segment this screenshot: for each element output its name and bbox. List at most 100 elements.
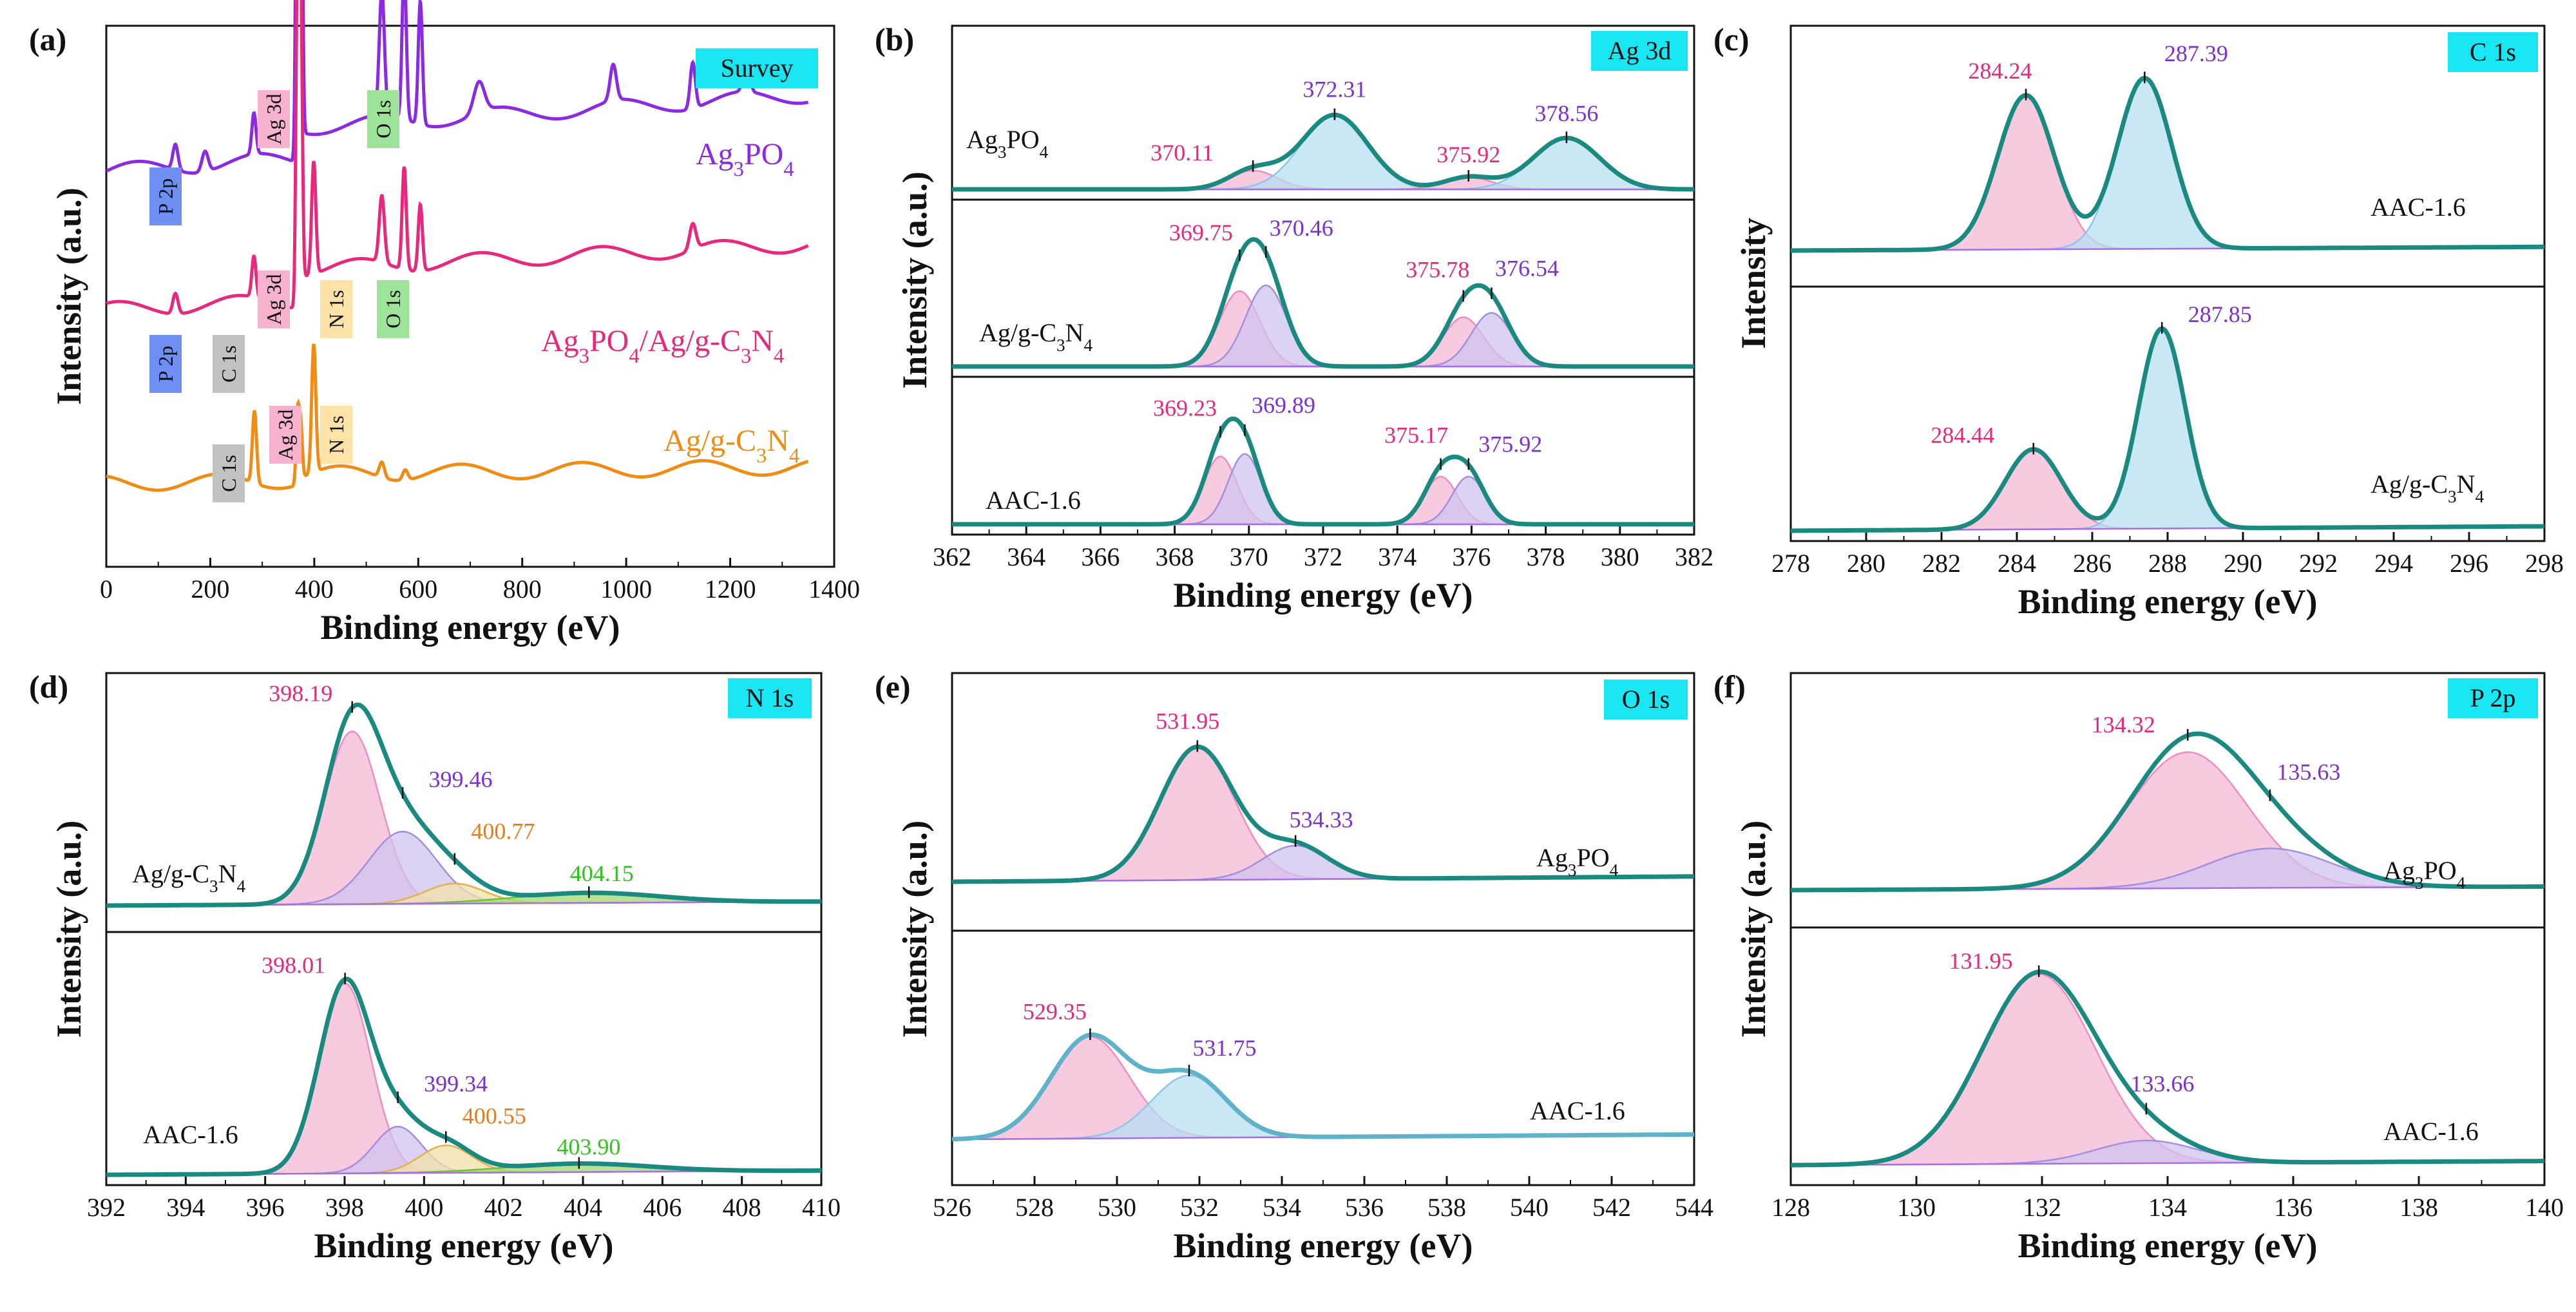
y-axis-title: Intensity bbox=[1734, 218, 1773, 349]
sample-label: Ag/g-C3N4 bbox=[2371, 470, 2484, 506]
x-tick-label: 294 bbox=[2374, 549, 2413, 578]
sample-label-part: 3 bbox=[998, 142, 1007, 162]
component-area bbox=[952, 312, 1694, 366]
sample-label-part: AAC-1.6 bbox=[1530, 1096, 1625, 1125]
series-label-part: N bbox=[767, 424, 789, 458]
peak-label: 375.78 bbox=[1406, 256, 1469, 282]
peak-label: 400.55 bbox=[463, 1103, 526, 1128]
peak-tag-box bbox=[149, 335, 182, 393]
panel-label: (f) bbox=[1713, 669, 1746, 705]
sample-label-part: 4 bbox=[2457, 873, 2466, 893]
component-area bbox=[1791, 752, 2544, 890]
component-area bbox=[1791, 78, 2544, 251]
x-tick-label: 138 bbox=[2399, 1193, 2438, 1222]
x-tick-label: 280 bbox=[1847, 549, 1885, 578]
x-tick-label: 542 bbox=[1592, 1193, 1631, 1222]
x-tick-label: 364 bbox=[1007, 542, 1045, 571]
component-area bbox=[952, 1075, 1694, 1139]
series-label-part: 4 bbox=[774, 345, 784, 368]
panel-label: (d) bbox=[29, 669, 68, 705]
y-axis-title: Intensity (a.u.) bbox=[895, 171, 934, 389]
element-tag: Ag 3d bbox=[1608, 36, 1672, 65]
series-label: Ag3PO4 bbox=[696, 137, 794, 181]
y-axis-title: Intensity (a.u.) bbox=[1734, 821, 1773, 1038]
x-tick-label: 404 bbox=[564, 1193, 602, 1222]
x-tick-label: 200 bbox=[191, 575, 229, 604]
panel-label: (a) bbox=[29, 21, 66, 57]
sample-label-part: AAC-1.6 bbox=[143, 1120, 238, 1149]
series-label: Ag/g-C3N4 bbox=[663, 424, 799, 468]
sample-label: AAC-1.6 bbox=[2383, 1117, 2479, 1146]
x-tick-label: 368 bbox=[1156, 542, 1194, 571]
y-axis-title: Intensity (a.u.) bbox=[895, 821, 934, 1038]
peak-tag-box bbox=[149, 167, 182, 225]
survey-line bbox=[106, 343, 809, 492]
sample-label-part: Ag bbox=[1536, 843, 1568, 872]
sample-label-part: 4 bbox=[236, 877, 245, 896]
fit-envelope bbox=[1790, 326, 2545, 533]
series-label-part: N bbox=[751, 324, 774, 358]
x-tick-label: 1000 bbox=[600, 575, 652, 604]
element-tag-box bbox=[1591, 31, 1688, 71]
x-tick-label: 278 bbox=[1771, 549, 1810, 578]
x-tick-label: 292 bbox=[2299, 549, 2338, 578]
sample-label-part: 3 bbox=[2448, 487, 2457, 506]
peak-label: 378.56 bbox=[1534, 100, 1598, 126]
peak-label: 529.35 bbox=[1023, 999, 1087, 1025]
peak-tag: O 1s bbox=[381, 290, 405, 328]
component-area bbox=[1791, 848, 2544, 890]
sample-label-part: 3 bbox=[2415, 873, 2424, 893]
fit-envelope bbox=[1790, 969, 2545, 1168]
panel-label: (c) bbox=[1713, 21, 1750, 57]
peak-label: 284.44 bbox=[1931, 423, 1994, 448]
panel-b: 362 364 366 368 370 372 374 376 378 380 382 Binding… bbox=[875, 21, 1713, 614]
series-label-part: 3 bbox=[756, 444, 767, 468]
series-label-part: Ag/g-C bbox=[663, 424, 756, 458]
series-label: Ag3PO4/Ag/g-C3N4 bbox=[541, 324, 784, 368]
peak-label: 369.75 bbox=[1169, 220, 1233, 245]
panel-label: (e) bbox=[875, 669, 911, 705]
x-tick-label: 530 bbox=[1098, 1193, 1136, 1222]
x-tick-label: 136 bbox=[2274, 1193, 2313, 1222]
peak-label: 534.33 bbox=[1290, 807, 1353, 833]
x-tick-label: 296 bbox=[2450, 549, 2488, 578]
peak-tag: P 2p bbox=[154, 178, 177, 215]
peak-label: 369.23 bbox=[1153, 395, 1217, 421]
peak-label: 376.54 bbox=[1495, 255, 1559, 281]
sample-label-part: PO bbox=[1006, 125, 1039, 154]
series-label-part: 4 bbox=[789, 444, 799, 468]
x-tick-label: 366 bbox=[1081, 542, 1120, 571]
component-area bbox=[1791, 974, 2544, 1165]
x-tick-label: 408 bbox=[723, 1193, 761, 1222]
peak-label: 135.63 bbox=[2276, 759, 2340, 785]
peak-tag: Ag 3d bbox=[274, 409, 297, 460]
x-tick-label: 380 bbox=[1601, 542, 1639, 571]
peak-label: 531.75 bbox=[1193, 1035, 1257, 1061]
element-tag-box bbox=[2448, 32, 2538, 72]
series-label-part: 4 bbox=[629, 345, 639, 368]
sample-label-part: 4 bbox=[1610, 860, 1619, 880]
peak-tag: C 1s bbox=[217, 345, 240, 383]
peak-tag-box bbox=[213, 335, 245, 393]
component-area bbox=[106, 883, 821, 906]
peak-tag-box bbox=[367, 90, 399, 148]
component-area bbox=[1791, 328, 2544, 531]
x-tick-label: 128 bbox=[1771, 1193, 1810, 1222]
component-area bbox=[106, 1145, 821, 1175]
x-tick-label: 400 bbox=[405, 1193, 443, 1222]
peak-tag-box bbox=[213, 444, 245, 502]
fit-envelope bbox=[951, 237, 1695, 369]
peak-label: 370.11 bbox=[1150, 140, 1214, 166]
x-tick-label: 134 bbox=[2148, 1193, 2187, 1222]
peak-tag: N 1s bbox=[325, 290, 348, 328]
x-axis-title: Binding energy (eV) bbox=[314, 1226, 614, 1265]
peak-label: 400.77 bbox=[471, 819, 535, 844]
x-tick-label: 534 bbox=[1263, 1193, 1301, 1222]
fit-envelope bbox=[106, 976, 822, 1177]
fit-envelope bbox=[1790, 75, 2545, 253]
peak-label: 133.66 bbox=[2130, 1070, 2194, 1096]
x-tick-label: 378 bbox=[1527, 542, 1565, 571]
sample-label-part: 3 bbox=[209, 877, 218, 896]
x-tick-label: 298 bbox=[2525, 549, 2564, 578]
